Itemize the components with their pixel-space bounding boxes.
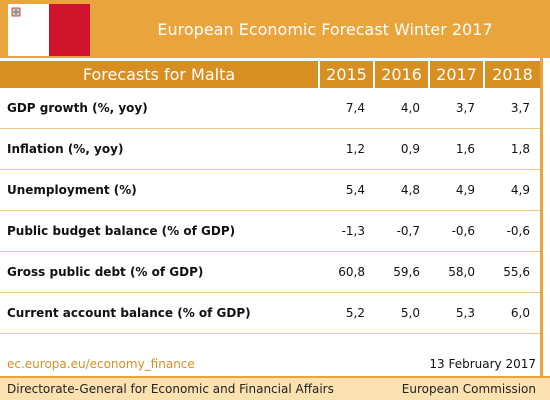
column-header: 2018 [483,61,540,88]
cell-value: 58,0 [448,265,475,279]
border [540,58,543,376]
title: European Economic Forecast Winter 2017 [157,20,493,39]
row-label: Gross public debt (% of GDP) [7,265,204,279]
row-label: Current account balance (% of GDP) [7,306,251,320]
cell-value: 3,7 [510,101,530,115]
malta-flag [8,4,90,56]
column-header: 2016 [373,61,428,88]
cell-value: 4,0 [400,101,420,115]
cell-value: 1,6 [455,142,475,156]
table-header: Forecasts for Malta 2015 2016 2017 2018 [0,61,540,88]
date: 13 February 2017 [429,357,536,371]
cell-value: 4,9 [510,183,530,197]
corner-cell: Forecasts for Malta [82,65,236,84]
cell-value: 6,0 [510,306,530,320]
row-label: Inflation (%, yoy) [7,142,124,156]
table-row: Public budget balance (% of GDP) -1,3 -0,7… [0,211,540,252]
column-header: 2015 [318,61,373,88]
table-row: Gross public debt (% of GDP) 60,8 59,6 58,0… [0,252,540,293]
table-row: Inflation (%, yoy) 1,2 0,9 1,6 1,8 [0,129,540,170]
cell-value: 5,0 [400,306,420,320]
cell-value: 5,3 [455,306,475,320]
cell-value: 4,9 [455,183,475,197]
cell-value: -0,7 [396,224,420,238]
cell-value: -0,6 [506,224,530,238]
row-label: GDP growth (%, yoy) [7,101,148,115]
cell-value: 0,9 [400,142,420,156]
cell-value: 4,8 [400,183,420,197]
cell-value: 3,7 [455,101,475,115]
cell-value: 7,4 [345,101,365,115]
cell-value: 1,2 [345,142,365,156]
table-row: Unemployment (%) 5,4 4,8 4,9 4,9 [0,170,540,211]
table-row: GDP growth (%, yoy) 7,4 4,0 3,7 3,7 [0,88,540,129]
cell-value: -1,3 [341,224,365,238]
row-label: Unemployment (%) [7,183,137,197]
department: Directorate-General for Economic and Fin… [7,382,334,396]
cell-value: 1,8 [510,142,530,156]
link[interactable]: ec.europa.eu/economy_finance [7,357,195,371]
top-bar: European Economic Forecast Winter 2017 [0,0,550,58]
cell-value: 60,8 [338,265,365,279]
cell-value: 55,6 [503,265,530,279]
institution: European Commission [401,382,536,396]
cell-value: 5,4 [345,183,365,197]
footer-bar: Directorate-General for Economic and Fin… [0,376,550,400]
cell-value: 59,6 [393,265,420,279]
row-label: Public budget balance (% of GDP) [7,224,236,238]
cell-value: -0,6 [451,224,475,238]
table-row: Current account balance (% of GDP) 5,2 5,0… [0,293,540,334]
cell-value: 5,2 [345,306,365,320]
column-header: 2017 [428,61,483,88]
